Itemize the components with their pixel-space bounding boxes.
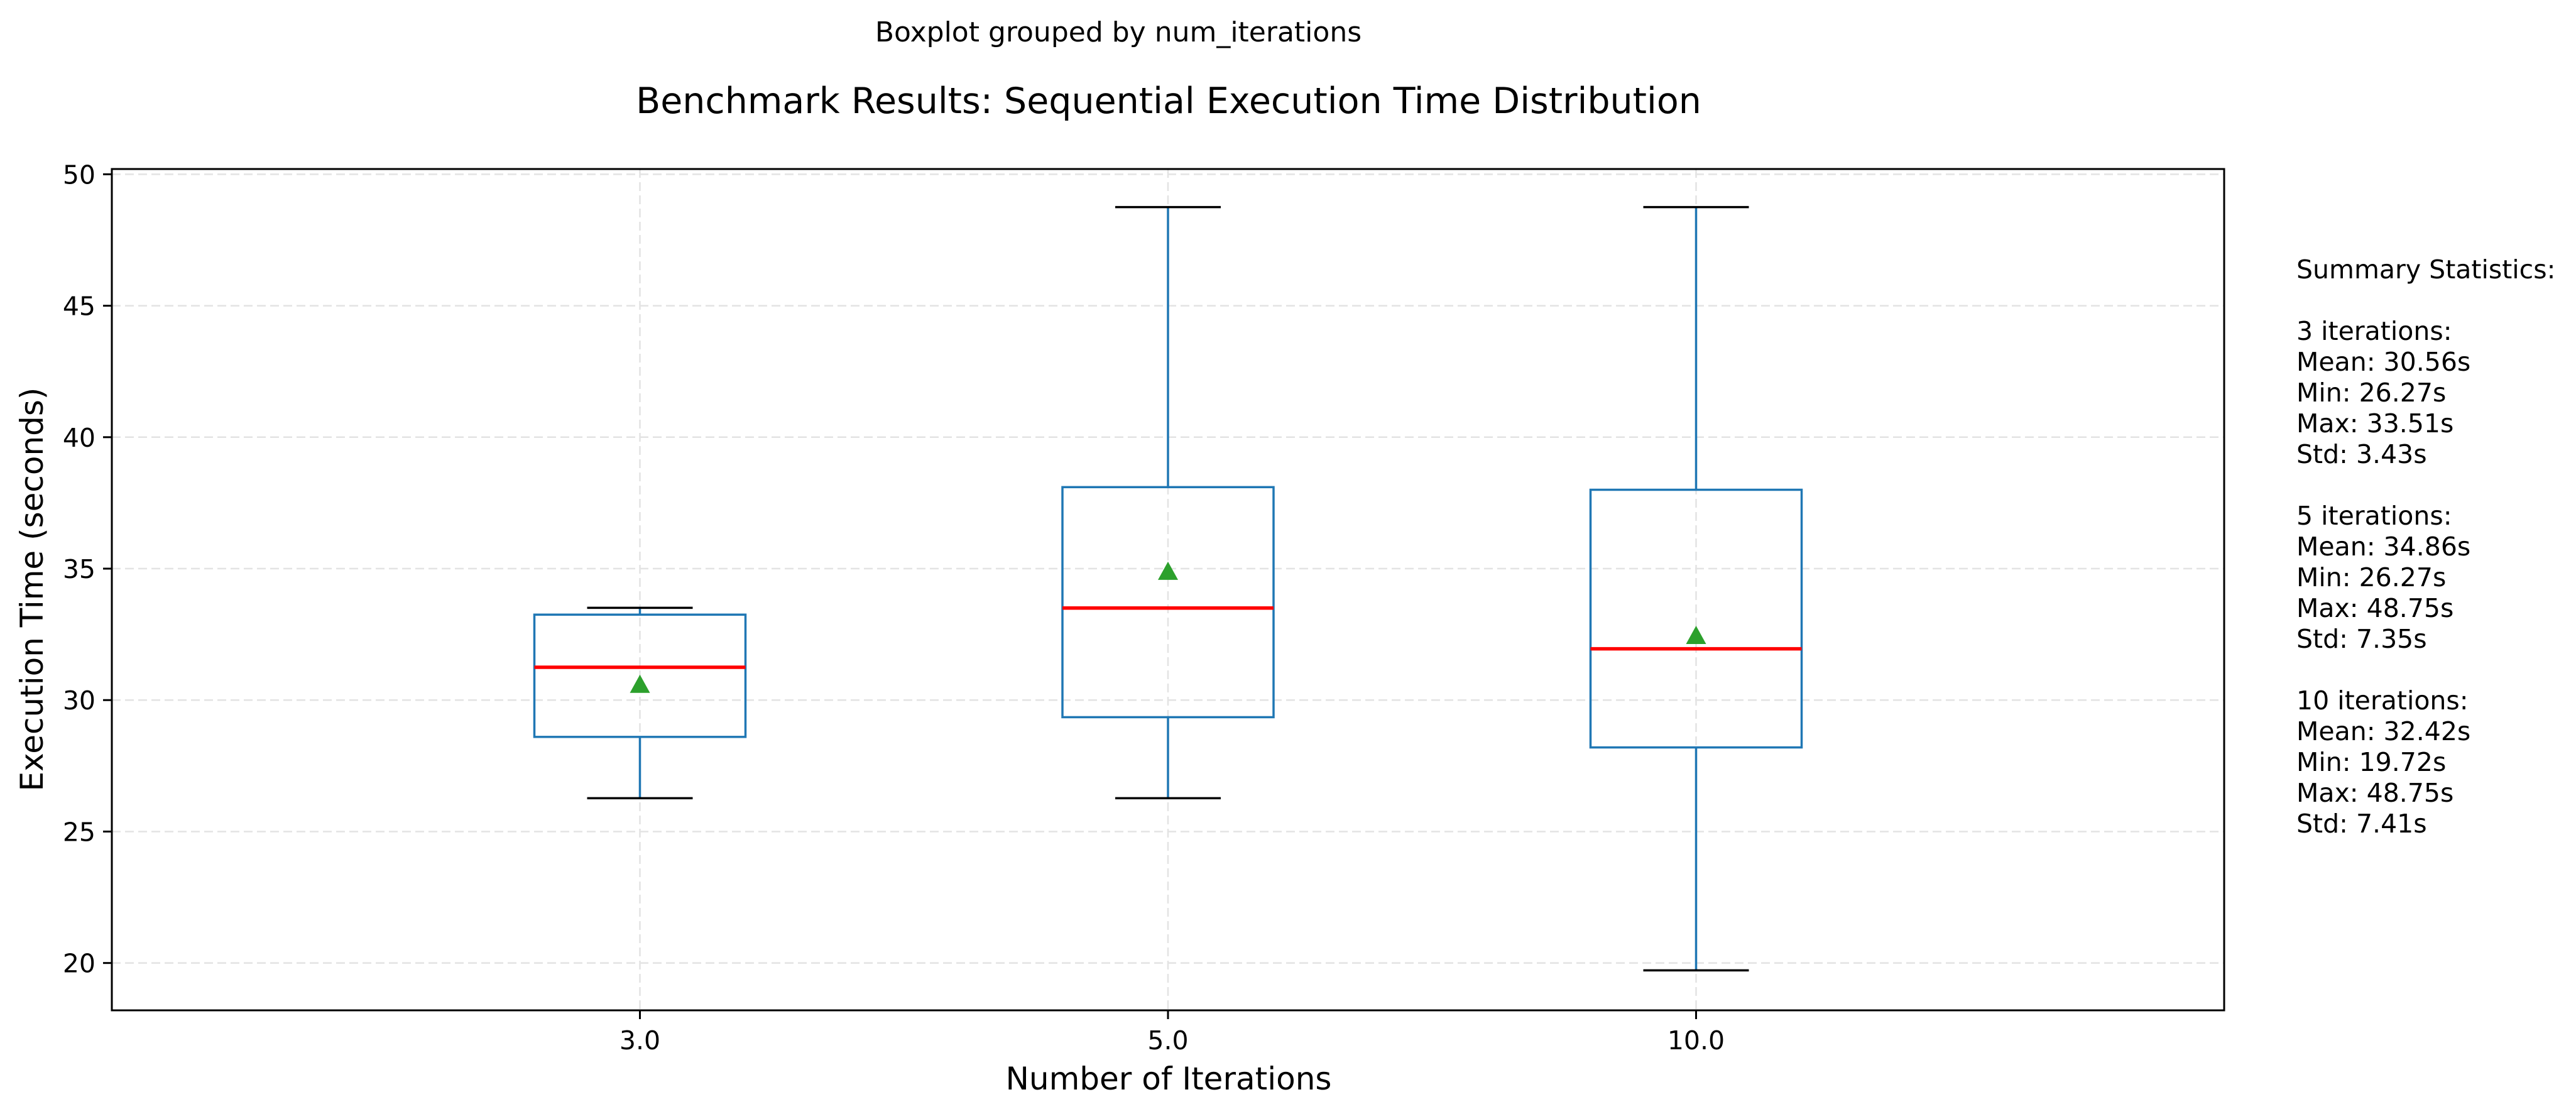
summary-line <box>2296 655 2305 685</box>
y-tick-label: 40 <box>63 423 96 453</box>
box-group <box>1589 205 1803 972</box>
x-tick-label: 10.0 <box>1667 1025 1725 1056</box>
summary-line: 3 iterations: <box>2296 316 2452 346</box>
mean-marker <box>1686 625 1706 644</box>
y-tick-label: 45 <box>63 292 96 322</box>
summary-text: Summary Statistics: 3 iterations: Mean: 3… <box>2296 254 2555 839</box>
summary-line: Mean: 34.86s <box>2296 532 2470 562</box>
box-layer <box>533 205 1803 972</box>
summary-line: Std: 7.35s <box>2296 624 2427 654</box>
summary-statistics: Summary Statistics: 3 iterations: Mean: 3… <box>2296 254 2555 839</box>
summary-line: Mean: 30.56s <box>2296 347 2470 377</box>
chart-suptitle: Boxplot grouped by num_iterations <box>875 16 1362 48</box>
summary-line: Min: 19.72s <box>2296 747 2446 777</box>
summary-line: Max: 33.51s <box>2296 408 2453 439</box>
x-tick-label: 3.0 <box>619 1025 660 1056</box>
summary-line: Min: 26.27s <box>2296 378 2446 408</box>
summary-line: Std: 7.41s <box>2296 809 2427 839</box>
mean-marker <box>630 674 650 693</box>
y-tick-label: 20 <box>63 949 96 979</box>
y-tick-label: 30 <box>63 685 96 716</box>
x-tick-label: 5.0 <box>1147 1025 1188 1056</box>
y-axis-label: Execution Time (seconds) <box>14 388 50 792</box>
iqr-box <box>1061 486 1275 719</box>
summary-line: 5 iterations: <box>2296 501 2452 531</box>
iqr-box <box>533 613 747 738</box>
summary-line: 10 iterations: <box>2296 685 2469 716</box>
box-group <box>533 606 747 800</box>
tick-layer: 20 25 30 35 40 45 50 3.0 5.0 10.0 <box>63 160 1725 1056</box>
mean-marker <box>1158 561 1178 580</box>
x-axis-label: Number of Iterations <box>1006 1061 1332 1097</box>
y-tick-label: 25 <box>63 817 96 847</box>
chart-title: Benchmark Results: Sequential Execution … <box>636 80 1701 122</box>
summary-line: Summary Statistics: <box>2296 254 2555 285</box>
y-tick-label: 35 <box>63 554 96 584</box>
summary-line: Min: 26.27s <box>2296 562 2446 592</box>
summary-line <box>2296 285 2305 315</box>
summary-line: Mean: 32.42s <box>2296 716 2470 746</box>
y-tick-label: 50 <box>63 160 96 190</box>
summary-line: Std: 3.43s <box>2296 439 2427 469</box>
summary-line <box>2296 470 2305 500</box>
iqr-box <box>1589 488 1803 749</box>
summary-line: Max: 48.75s <box>2296 593 2453 623</box>
summary-line: Max: 48.75s <box>2296 778 2453 808</box>
box-group <box>1061 205 1275 800</box>
